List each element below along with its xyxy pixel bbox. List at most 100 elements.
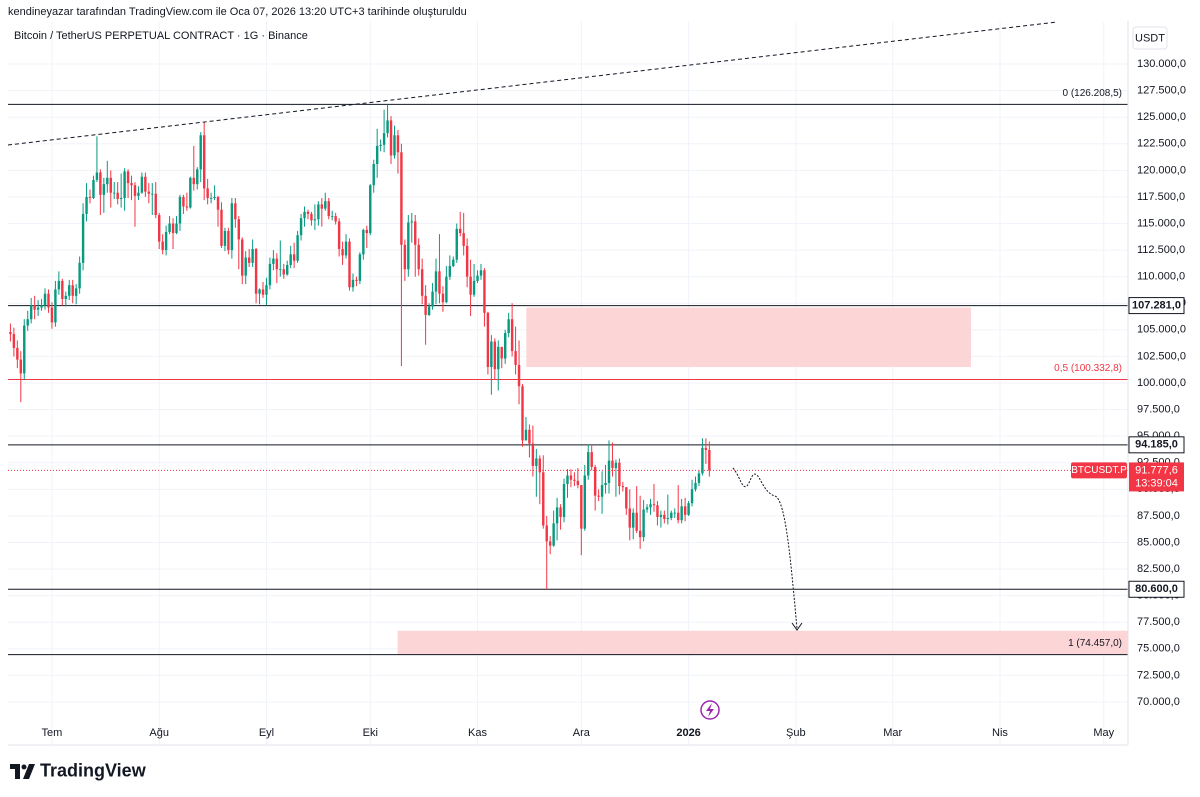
candle-body <box>510 319 514 352</box>
candle-body <box>178 196 182 224</box>
currency-box[interactable] <box>1132 26 1168 50</box>
candle-body <box>292 254 296 261</box>
candle-body <box>434 271 438 292</box>
candle-body <box>272 258 275 264</box>
candle-body <box>68 285 71 296</box>
candle-body <box>296 235 299 261</box>
candle-body <box>576 480 580 486</box>
candle-body <box>670 512 673 519</box>
candle-body <box>445 276 448 303</box>
price-tag <box>1128 436 1185 454</box>
candle-body <box>50 307 54 323</box>
candle-body <box>604 482 607 486</box>
candle-body <box>99 172 102 195</box>
candle-body <box>119 197 123 200</box>
candle-body <box>375 145 379 164</box>
candle-body <box>362 229 365 255</box>
candle-body <box>36 307 40 310</box>
candle-body <box>268 263 272 286</box>
candle-body <box>459 228 462 234</box>
candle-body <box>414 221 417 245</box>
candle-body <box>400 152 403 245</box>
candle-body <box>611 460 614 469</box>
price-tag <box>1128 580 1185 598</box>
candle-body <box>57 280 61 290</box>
candle-body <box>462 233 465 246</box>
candle-body <box>452 259 455 267</box>
candle-body <box>562 484 566 517</box>
candle-body <box>687 503 690 515</box>
y-tick-label: 105.000,0 <box>1137 324 1186 336</box>
candle-body <box>251 249 254 263</box>
y-tick-label: 100.000,0 <box>1137 377 1186 389</box>
candle-body <box>555 507 559 524</box>
candle-body <box>348 241 351 288</box>
chart-title: Bitcoin / TetherUS PERPETUAL CONTRACT · … <box>14 30 308 42</box>
candle-body <box>161 241 164 251</box>
candle-body <box>673 512 676 514</box>
candle-body <box>106 177 109 185</box>
candle-body <box>189 177 192 208</box>
candle-body <box>237 219 240 240</box>
candle-body <box>580 485 583 529</box>
candle-body <box>628 508 631 528</box>
x-tick-label: Tem <box>42 727 63 739</box>
candle-body <box>417 244 420 270</box>
y-tick-label: 75.000,0 <box>1137 643 1180 655</box>
candle-body <box>524 429 528 441</box>
currency[interactable]: USDT <box>1135 32 1165 44</box>
candle-body <box>507 319 510 334</box>
y-tick-label: 85.000,0 <box>1137 536 1180 548</box>
y-tick-label: 102.500,0 <box>1137 350 1186 362</box>
y-tick-label: 115.000,0 <box>1137 217 1185 229</box>
countdown-label: 13:39:04 <box>1135 477 1178 489</box>
candle-body <box>355 279 358 281</box>
candle-body <box>618 462 621 487</box>
candle-body <box>538 458 542 473</box>
candle-body <box>78 262 81 289</box>
candle-body <box>223 230 227 246</box>
candle-body <box>559 507 562 517</box>
candle-body <box>202 135 206 189</box>
candle-body <box>258 289 261 294</box>
candle-body <box>701 447 704 474</box>
candle-body <box>382 133 386 145</box>
candle-body <box>324 201 327 209</box>
y-tick-label: 87.500,0 <box>1137 510 1180 522</box>
candle-body <box>472 280 476 295</box>
event-bolt <box>706 703 714 717</box>
candle-body <box>676 512 680 521</box>
candle-body <box>365 229 369 234</box>
candle-body <box>26 319 29 326</box>
candle-body <box>171 223 175 234</box>
candle-body <box>389 120 393 156</box>
candle-body <box>448 266 452 277</box>
candle-body <box>666 518 670 520</box>
x-tick-label: Eki <box>363 727 378 739</box>
candle-body <box>12 334 16 348</box>
candle-body <box>694 482 697 490</box>
candle-body <box>43 293 47 306</box>
candle-body <box>220 209 223 246</box>
logo-text: TradingView <box>40 760 147 780</box>
candle-body <box>503 333 507 359</box>
candle-body <box>320 204 324 209</box>
candle-body <box>479 270 483 276</box>
candle-body <box>704 447 708 450</box>
candle-body <box>29 305 33 320</box>
candle-body <box>261 289 265 295</box>
candle-body <box>196 169 199 185</box>
y-tick-label: 120.000,0 <box>1137 164 1186 176</box>
candle-body <box>299 218 303 236</box>
candle-body <box>334 216 337 222</box>
arrow-head <box>791 622 803 631</box>
candle-body <box>372 163 375 186</box>
y-tick-label: 117.500,0 <box>1137 191 1185 203</box>
candle-body <box>635 512 638 531</box>
logo-mark <box>10 764 20 779</box>
candle-body <box>337 221 341 250</box>
candle-body <box>531 443 535 466</box>
logo-dot <box>21 764 27 770</box>
